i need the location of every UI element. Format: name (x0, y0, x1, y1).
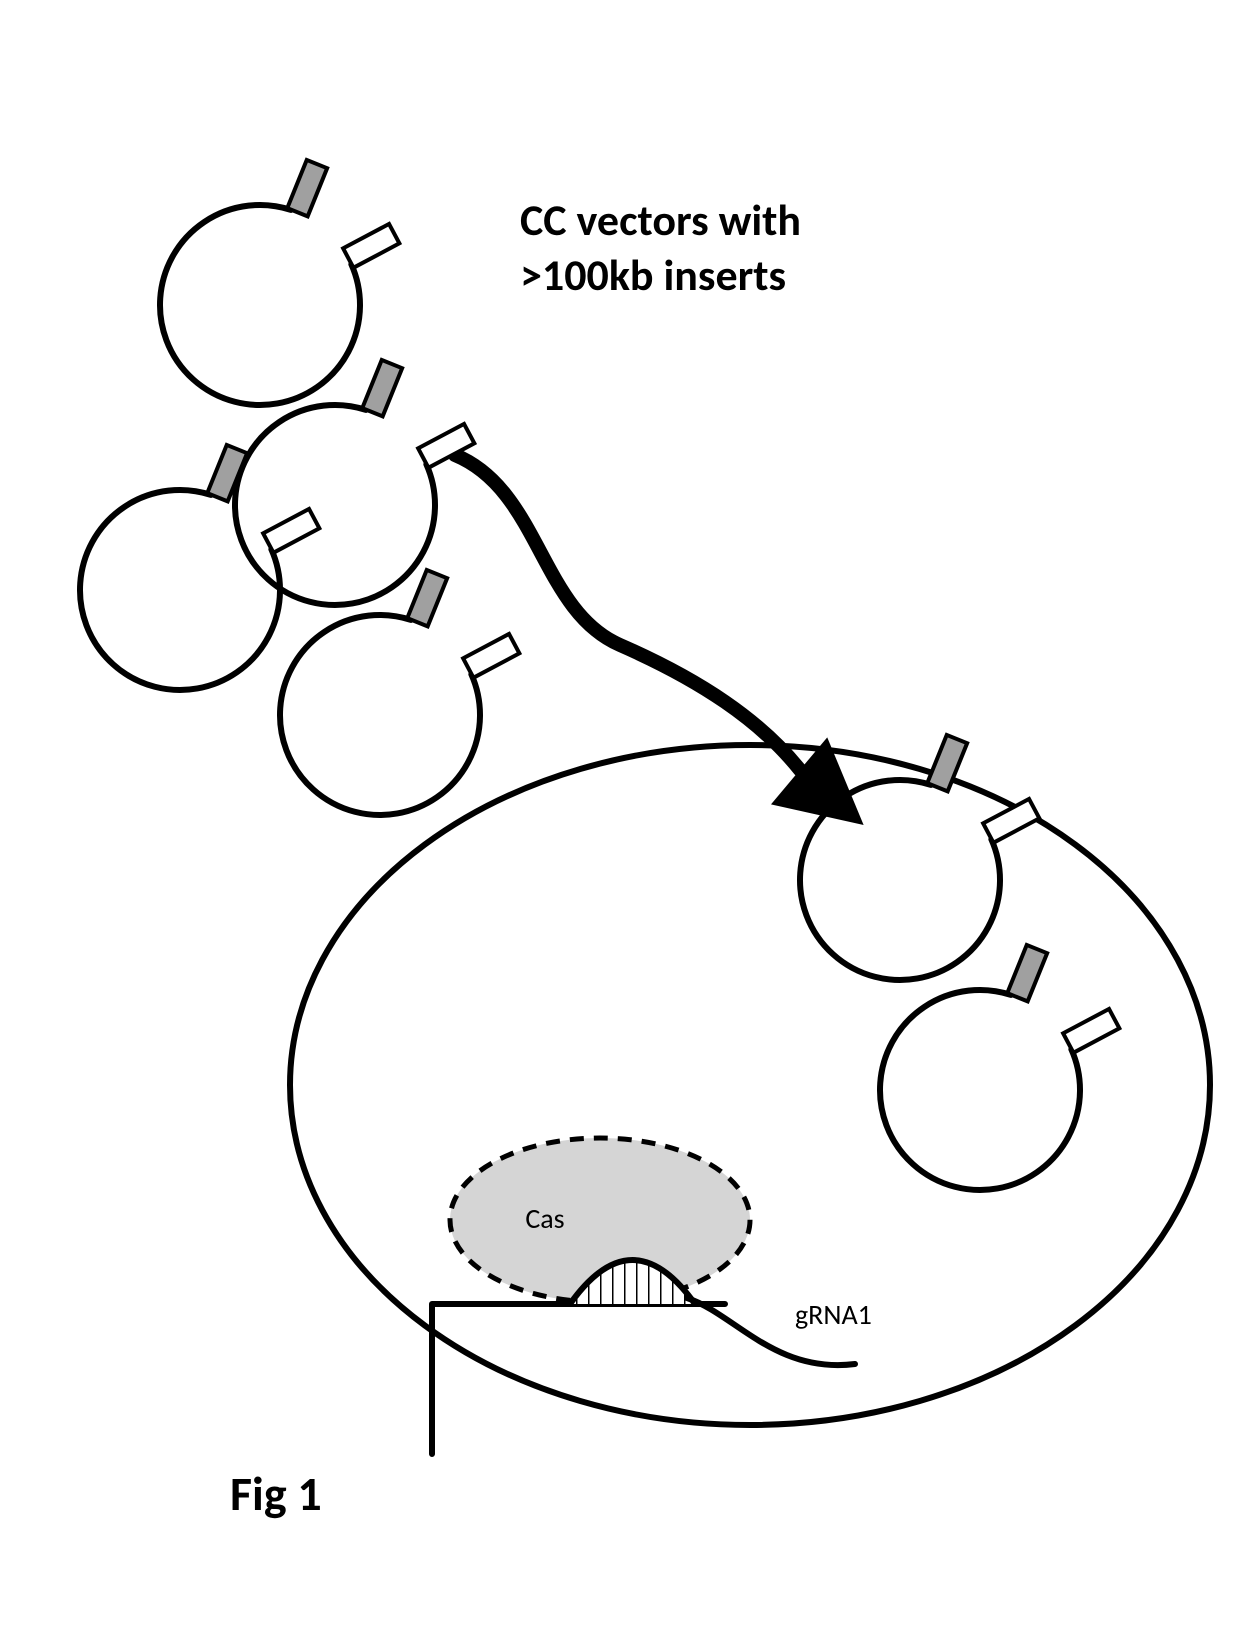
plasmid (280, 570, 519, 815)
title-line2: >100kb inserts (520, 248, 786, 302)
entry-arrow (455, 455, 864, 825)
outer-plasmid-group (80, 160, 519, 815)
cas-complex: Cas gRNA1 (432, 1138, 872, 1454)
figure-number: Fig 1 (230, 1464, 322, 1523)
title-line1: CC vectors with (520, 193, 801, 247)
cas-label: Cas (525, 1201, 564, 1236)
dna-strand (432, 1304, 725, 1454)
plasmid (235, 360, 474, 605)
grna-label: gRNA1 (795, 1297, 872, 1332)
figure-canvas: CC vectors with >100kb inserts Cas gRNA1… (0, 0, 1240, 1638)
plasmid (160, 160, 399, 405)
plasmid (80, 445, 319, 690)
cell-outline (290, 745, 1210, 1425)
